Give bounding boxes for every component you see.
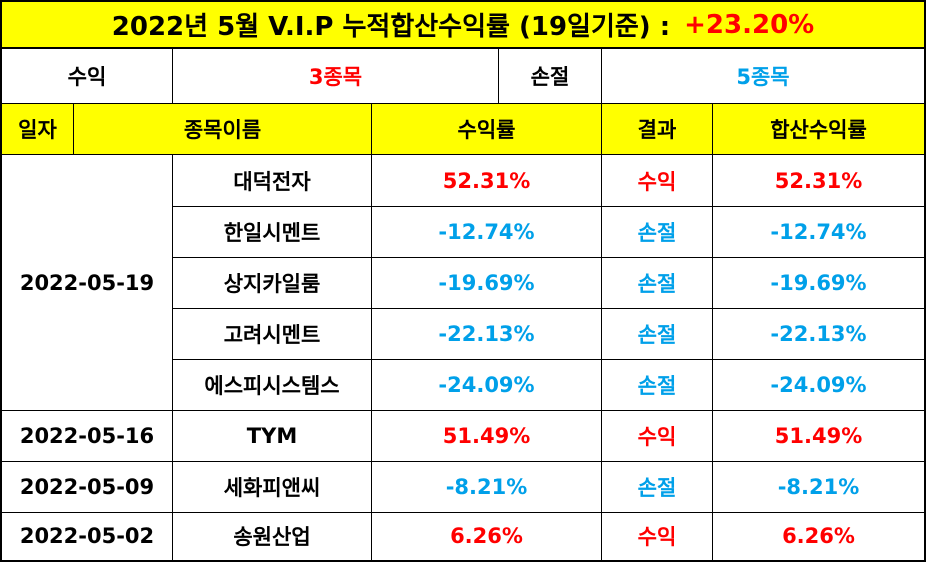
data-grid: 2022-05-19 대덕전자 52.31% 수익 52.31% 한일시멘트 -… [2, 155, 924, 560]
loss-count: 5종목 [736, 65, 790, 89]
profit-count: 3종목 [173, 49, 499, 103]
cumulative-rate: -19.69% [770, 270, 867, 295]
header-date: 일자 [2, 104, 74, 154]
cumulative-rate: -22.13% [770, 321, 867, 346]
row-divider [173, 206, 924, 207]
total-return-value: +23.20% [684, 9, 815, 40]
cumulative-rate: -24.09% [770, 372, 867, 397]
table-row: 상지카일룸 -19.69% 손절 -19.69% [173, 257, 924, 308]
date-cell: 2022-05-19 [2, 155, 173, 410]
header-cumulative: 합산수익률 [770, 118, 867, 142]
table-row: TYM 51.49% 수익 51.49% [173, 410, 924, 461]
cumulative-rate: 51.49% [774, 423, 863, 448]
return-rate: 52.31% [372, 155, 602, 206]
header-rate: 수익률 [372, 104, 602, 154]
cumulative-rate: -8.21% [777, 474, 860, 499]
table-row: 고려시멘트 -22.13% 손절 -22.13% [173, 308, 924, 359]
row-divider [173, 308, 924, 309]
profit-label: 수익 [2, 49, 173, 103]
return-rate: -19.69% [372, 257, 602, 308]
table-row: 한일시멘트 -12.74% 손절 -12.74% [173, 206, 924, 257]
stock-name: 송원산업 [173, 512, 372, 560]
return-rate: -22.13% [372, 308, 602, 359]
return-rate: 6.26% [372, 512, 602, 560]
return-rate: -8.21% [372, 461, 602, 512]
date-cell: 2022-05-16 [2, 410, 173, 461]
result-status: 수익 [602, 155, 713, 206]
result-status: 손절 [602, 461, 713, 512]
cumulative-rate: 6.26% [782, 524, 855, 548]
return-rate: -24.09% [372, 359, 602, 410]
return-rate: 51.49% [372, 410, 602, 461]
table-row: 세화피앤씨 -8.21% 손절 -8.21% [173, 461, 924, 512]
title-cell: 2022년 5월 V.I.P 누적합산수익률 (19일기준) : +23.20% [2, 2, 924, 47]
header-name: 종목이름 [74, 104, 372, 154]
summary-row: 수익 3종목 손절 5종목 [2, 49, 924, 104]
stock-name: 상지카일룸 [173, 257, 372, 308]
date-cell: 2022-05-02 [2, 512, 173, 560]
result-status: 수익 [602, 512, 713, 560]
stock-name: 고려시멘트 [173, 308, 372, 359]
row-divider [2, 512, 924, 513]
loss-label: 손절 [499, 49, 602, 103]
title-bar: 2022년 5월 V.I.P 누적합산수익률 (19일기준) : +23.20% [2, 2, 924, 49]
date-cell: 2022-05-09 [2, 461, 173, 512]
stock-name: TYM [173, 410, 372, 461]
return-rate: -12.74% [372, 206, 602, 257]
column-header-row: 일자 종목이름 수익률 결과 합산수익률 [2, 104, 924, 155]
table-row: 대덕전자 52.31% 수익 52.31% [173, 155, 924, 206]
stock-name: 세화피앤씨 [173, 461, 372, 512]
header-result: 결과 [602, 104, 713, 154]
cumulative-rate: -12.74% [770, 219, 867, 244]
cumulative-rate: 52.31% [774, 168, 863, 193]
result-status: 손절 [602, 359, 713, 410]
row-divider [173, 359, 924, 360]
row-divider [173, 257, 924, 258]
table-row: 에스피시스템스 -24.09% 손절 -24.09% [173, 359, 924, 410]
row-divider [2, 410, 924, 411]
result-status: 수익 [602, 410, 713, 461]
result-status: 손절 [602, 206, 713, 257]
row-divider [2, 461, 924, 462]
result-status: 손절 [602, 257, 713, 308]
stock-name: 에스피시스템스 [173, 359, 372, 410]
table-row: 송원산업 6.26% 수익 6.26% [173, 512, 924, 560]
stock-name: 대덕전자 [173, 155, 372, 206]
result-status: 손절 [602, 308, 713, 359]
stock-name: 한일시멘트 [173, 206, 372, 257]
page-title: 2022년 5월 V.I.P 누적합산수익률 (19일기준) : [111, 12, 671, 42]
